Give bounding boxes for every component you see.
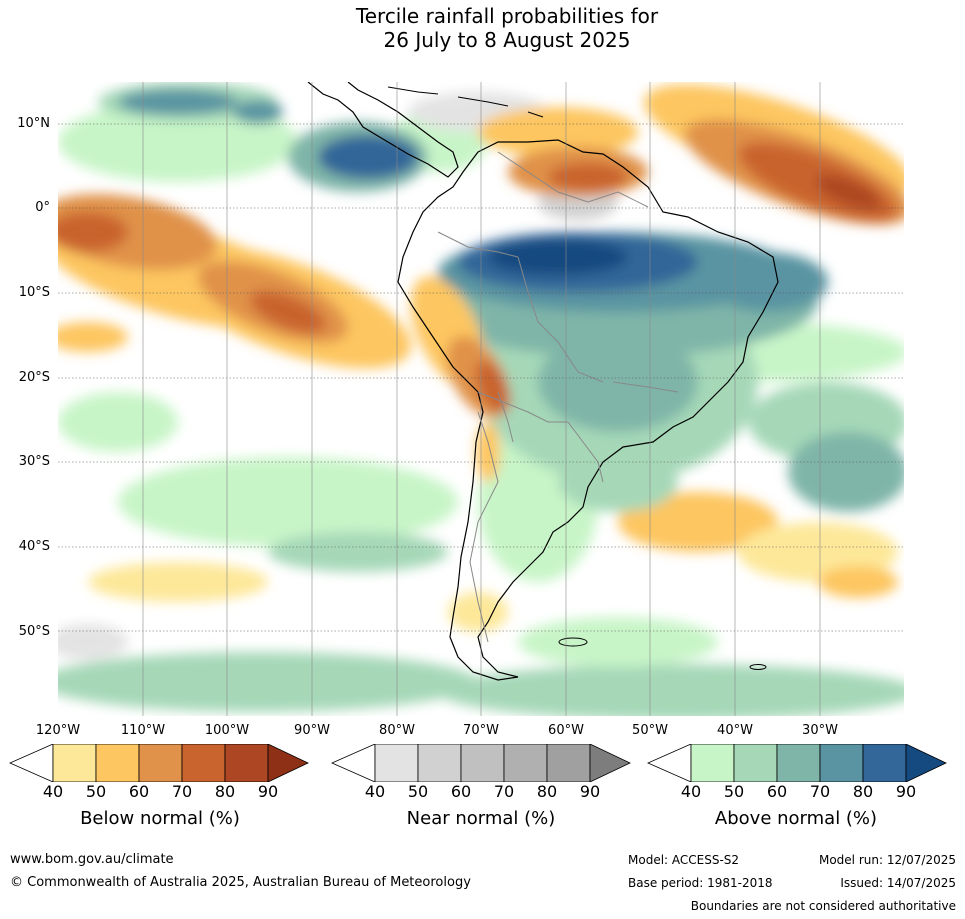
colorbar-tick: 60	[766, 782, 788, 801]
colorbar-tick: 40	[680, 782, 702, 801]
lat-label: 20°S	[18, 370, 50, 385]
title-line-2: 26 July to 8 August 2025	[383, 28, 631, 52]
colorbar-high-arrow	[905, 743, 947, 783]
above-normal-colorbar-svg	[647, 743, 947, 783]
map-gridlines	[58, 82, 904, 716]
lat-label: 10°N	[17, 116, 50, 131]
colorbar-swatch	[819, 743, 864, 783]
colorbar-swatch	[95, 743, 140, 783]
lon-label: 120°W	[35, 723, 81, 738]
below-normal-title: Below normal (%)	[80, 808, 240, 829]
caribbean-islands	[387, 86, 544, 118]
base-period-text: Base period: 1981-2018	[628, 876, 773, 890]
model-text: Model: ACCESS-S2	[628, 853, 740, 867]
colorbar-swatch	[138, 743, 183, 783]
above-normal-title: Above normal (%)	[714, 808, 878, 829]
colorbar-tick: 80	[214, 782, 236, 801]
colorbar-low-arrow	[647, 743, 692, 783]
rainfall-probability-map	[58, 82, 904, 716]
website-link[interactable]: www.bom.gov.au/climate	[10, 852, 174, 867]
lon-label: 50°W	[632, 723, 668, 738]
model-run-text: Model run: 12/07/2025	[818, 853, 956, 867]
lon-label: 70°W	[463, 723, 499, 738]
colorbar-swatch	[862, 743, 907, 783]
lat-label: 0°	[35, 200, 50, 215]
colorbar-low-arrow	[9, 743, 54, 783]
colorbar-tick: 60	[128, 782, 150, 801]
central-america-coastline	[307, 82, 459, 178]
colorbar-tick: 70	[171, 782, 193, 801]
below-normal-colorbar	[8, 743, 310, 783]
lat-label: 30°S	[18, 454, 50, 469]
colorbar-tick: 50	[723, 782, 745, 801]
near-normal-title: Near normal (%)	[406, 808, 556, 829]
lat-label: 50°S	[18, 624, 50, 639]
colorbar-swatch	[374, 743, 419, 783]
copyright-text: © Commonwealth of Australia 2025, Austra…	[10, 875, 471, 890]
above-normal-colorbar	[646, 743, 948, 783]
colorbar-tick: 40	[364, 782, 386, 801]
falkland-islands	[558, 637, 588, 647]
colorbar-tick: 50	[407, 782, 429, 801]
colorbar-low-arrow	[331, 743, 376, 783]
colorbar-tick: 60	[450, 782, 472, 801]
below-normal-colorbar-svg	[9, 743, 309, 783]
chart-title: Tercile rainfall probabilities for 26 Ju…	[0, 4, 965, 52]
colorbar-tick: 40	[42, 782, 64, 801]
colorbar-tick: 90	[579, 782, 601, 801]
colorbar-tick: 70	[493, 782, 515, 801]
colorbar-swatch	[460, 743, 505, 783]
colorbar-swatch	[503, 743, 548, 783]
colorbar-high-arrow	[589, 743, 631, 783]
issued-text: Issued: 14/07/2025	[840, 876, 956, 890]
lon-label: 100°W	[204, 723, 250, 738]
lon-label: 80°W	[379, 723, 415, 738]
colorbar-tick: 90	[895, 782, 917, 801]
near-normal-colorbar-svg	[331, 743, 631, 783]
colorbar-swatch	[224, 743, 269, 783]
lon-label: 110°W	[120, 723, 166, 738]
colorbar-tick: 90	[257, 782, 279, 801]
colorbar-swatch	[733, 743, 778, 783]
south-georgia	[749, 664, 767, 670]
country-borders	[437, 151, 679, 643]
colorbar-swatch	[776, 743, 821, 783]
probability-field	[58, 82, 904, 716]
near-normal-colorbar	[330, 743, 632, 783]
above-normal-ticks: 40 50 60 70 80 90	[646, 782, 948, 802]
lon-label: 60°W	[548, 723, 584, 738]
map-svg	[58, 82, 904, 716]
colorbar-tick: 80	[852, 782, 874, 801]
colorbar-tick: 70	[809, 782, 831, 801]
disclaimer-text: Boundaries are not considered authoritat…	[690, 899, 956, 913]
lon-label: 90°W	[294, 723, 330, 738]
title-line-1: Tercile rainfall probabilities for	[355, 4, 659, 28]
south-america-coastline	[397, 139, 779, 681]
colorbar-swatch	[52, 743, 97, 783]
lat-label: 10°S	[18, 285, 50, 300]
colorbar-tick: 80	[536, 782, 558, 801]
colorbar-swatch	[417, 743, 462, 783]
near-normal-ticks: 40 50 60 70 80 90	[330, 782, 632, 802]
lon-label: 40°W	[717, 723, 753, 738]
lon-label: 30°W	[802, 723, 838, 738]
colorbar-swatch	[181, 743, 226, 783]
colorbar-high-arrow	[267, 743, 309, 783]
colorbar-swatch	[690, 743, 735, 783]
below-normal-ticks: 40 50 60 70 80 90	[8, 782, 310, 802]
lat-label: 40°S	[18, 539, 50, 554]
colorbar-tick: 50	[85, 782, 107, 801]
colorbar-swatch	[546, 743, 591, 783]
